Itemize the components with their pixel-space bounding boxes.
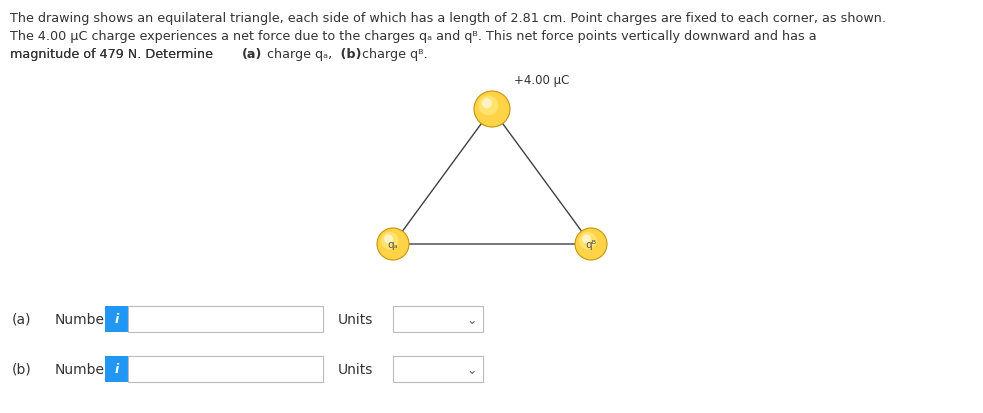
FancyBboxPatch shape <box>128 356 323 382</box>
Circle shape <box>474 92 510 128</box>
Circle shape <box>377 228 409 260</box>
Text: charge qᴮ.: charge qᴮ. <box>358 48 428 61</box>
Circle shape <box>381 233 398 250</box>
Text: (a): (a) <box>12 312 31 326</box>
Text: qᴮ: qᴮ <box>586 240 597 249</box>
Circle shape <box>579 233 597 250</box>
Text: ⌄: ⌄ <box>467 363 477 377</box>
Text: i: i <box>114 363 119 375</box>
Circle shape <box>575 228 607 260</box>
Circle shape <box>479 96 498 116</box>
FancyBboxPatch shape <box>105 306 128 332</box>
Text: charge qₐ,: charge qₐ, <box>263 48 332 61</box>
Text: Units: Units <box>338 312 374 326</box>
Text: The 4.00 μC charge experiences a net force due to the charges qₐ and qᴮ. This ne: The 4.00 μC charge experiences a net for… <box>10 30 817 43</box>
Text: +4.00 μC: +4.00 μC <box>514 74 569 87</box>
Circle shape <box>482 99 492 109</box>
Text: magnitude of 479 N. Determine: magnitude of 479 N. Determine <box>10 48 217 61</box>
Text: (a): (a) <box>242 48 262 61</box>
Text: magnitude of 479 N. Determine: magnitude of 479 N. Determine <box>10 48 217 61</box>
Text: i: i <box>114 313 119 326</box>
FancyBboxPatch shape <box>393 306 483 332</box>
Text: (b): (b) <box>12 362 31 376</box>
Text: ⌄: ⌄ <box>467 314 477 327</box>
Circle shape <box>384 235 393 244</box>
FancyBboxPatch shape <box>105 356 128 382</box>
Text: Number: Number <box>55 312 111 326</box>
Text: Number: Number <box>55 362 111 376</box>
Text: (b): (b) <box>336 48 362 61</box>
Text: qₐ: qₐ <box>387 240 398 249</box>
FancyBboxPatch shape <box>393 356 483 382</box>
Text: magnitude of 479 N. Determine (a) charge qₐ, (b) charge qᴮ.: magnitude of 479 N. Determine (a) charge… <box>0 412 1 413</box>
FancyBboxPatch shape <box>128 306 323 332</box>
Text: Units: Units <box>338 362 374 376</box>
Text: The drawing shows an equilateral triangle, each side of which has a length of 2.: The drawing shows an equilateral triangl… <box>10 12 886 25</box>
Circle shape <box>582 235 591 244</box>
